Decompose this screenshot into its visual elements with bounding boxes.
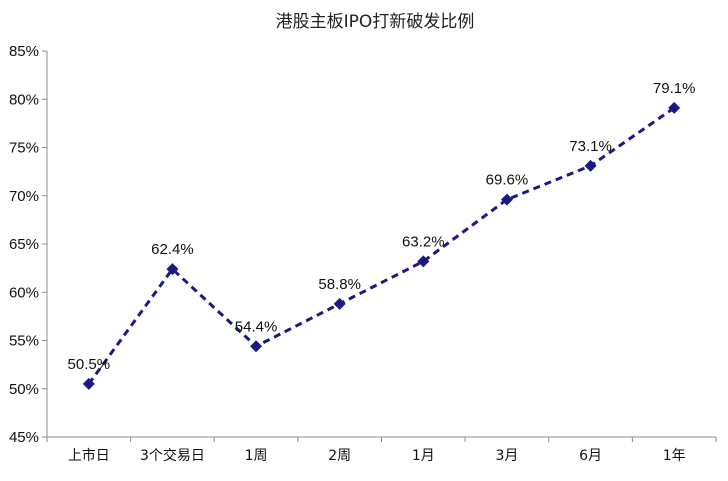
data-label: 58.8% (318, 276, 361, 293)
y-tick-label: 45% (9, 429, 39, 446)
data-point-marker (584, 159, 597, 172)
data-point-marker (668, 101, 681, 114)
data-label: 79.1% (653, 80, 696, 97)
x-tick-label: 3月 (495, 448, 518, 464)
data-point-marker (82, 377, 95, 390)
x-tick-label: 上市日 (68, 447, 110, 464)
data-labels: 50.5% 62.4% 54.4% 58.8% 63.2% 69.6% 73.1% 79.1% (68, 80, 696, 373)
y-tick-label: 70% (9, 188, 39, 205)
x-axis-ticks: 上市日 3个交易日 1周 2周 1月 3月 6月 1年 (46, 437, 717, 464)
y-tick-label: 50% (9, 381, 39, 398)
x-tick-label: 1年 (663, 448, 686, 464)
data-label: 62.4% (151, 241, 194, 258)
x-tick-label: 1月 (412, 448, 435, 464)
data-point-marker (417, 255, 430, 268)
data-label: 50.5% (68, 356, 111, 373)
x-tick-label: 2周 (328, 448, 351, 464)
x-tick-label: 1周 (245, 448, 268, 464)
data-label: 54.4% (235, 318, 278, 335)
x-tick-label: 6月 (579, 448, 602, 464)
data-points (82, 101, 681, 390)
y-tick-label: 55% (9, 333, 39, 350)
y-tick-label: 60% (9, 284, 39, 301)
data-label: 69.6% (486, 172, 529, 189)
data-point-marker (333, 297, 346, 310)
axes (46, 51, 716, 438)
data-label: 73.1% (569, 138, 612, 155)
data-point-marker (250, 340, 263, 353)
series-line-group (87, 106, 676, 385)
x-tick-label: 3个交易日 (140, 447, 205, 464)
data-point-marker (500, 193, 513, 206)
data-point-marker (166, 263, 179, 276)
y-axis-ticks: 45% 50% 55% 60% 65% 70% 75% 80% 85% (9, 43, 47, 446)
series-line (87, 106, 676, 385)
y-tick-label: 85% (9, 43, 39, 60)
data-label: 63.2% (402, 233, 445, 250)
y-tick-label: 80% (9, 91, 39, 108)
y-tick-label: 65% (9, 236, 39, 253)
y-tick-label: 75% (9, 140, 39, 157)
chart-title: 港股主板IPO打新破发比例 (276, 12, 475, 32)
